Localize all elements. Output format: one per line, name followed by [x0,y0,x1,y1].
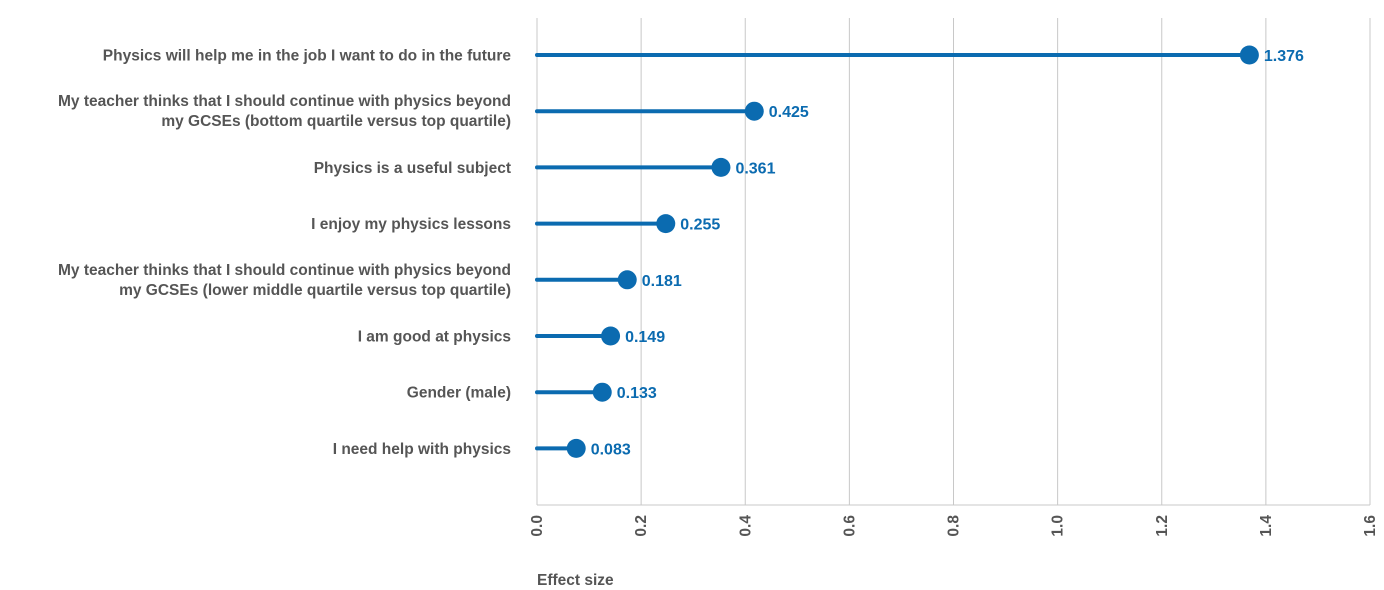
x-tick-label: 1.6 [1362,515,1379,537]
category-label: My teacher thinks that I should continue… [58,93,511,130]
x-tick-label: 1.0 [1050,515,1067,537]
data-label: 0.149 [625,329,665,346]
lollipop-dot [566,438,586,458]
lollipop-dot [592,382,612,402]
category-label: I need help with physics [333,441,511,458]
data-label: 0.083 [591,441,631,458]
x-tick-label: 1.2 [1154,515,1171,537]
category-label: Physics will help me in the job I want t… [103,48,512,65]
x-tick-label: 0.6 [841,515,858,537]
lollipop-dot [744,101,764,121]
data-label: 0.181 [642,273,682,290]
category-label: I am good at physics [358,329,511,346]
data-label: 0.133 [617,385,657,402]
category-label: Gender (male) [407,385,511,402]
category-label: Physics is a useful subject [314,160,511,177]
data-label: 0.361 [735,160,775,177]
lollipop-dot [601,326,621,346]
lollipop-dot [656,214,676,234]
data-label: 0.425 [769,104,809,121]
lollipop-dot [617,270,637,290]
x-tick-label: 0.8 [946,515,963,537]
category-label: I enjoy my physics lessons [311,216,511,233]
data-label: 0.255 [680,217,720,234]
lollipop-dot [1239,45,1259,65]
data-label: 1.376 [1264,48,1304,65]
x-tick-label: 1.4 [1258,515,1275,537]
x-tick-label: 0.2 [633,515,650,537]
x-tick-label: 0.4 [737,515,754,537]
x-axis-title: Effect size [537,572,614,589]
x-tick-label: 0.0 [529,515,546,537]
lollipop-dot [711,157,731,177]
category-label: My teacher thinks that I should continue… [58,262,511,299]
